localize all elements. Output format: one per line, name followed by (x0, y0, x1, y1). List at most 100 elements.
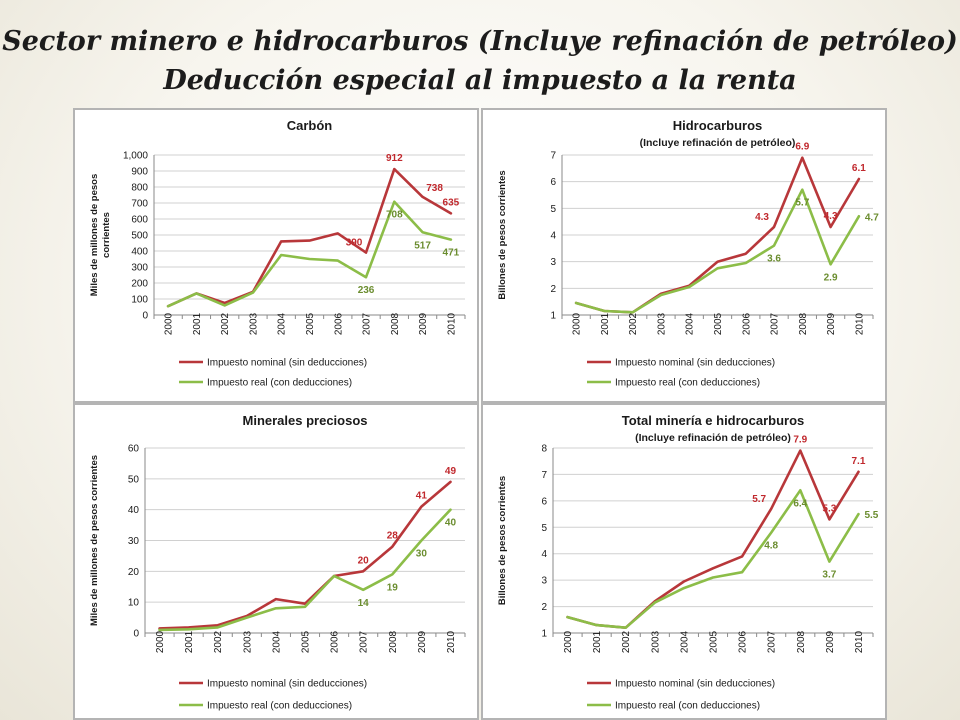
x-tick-label: 2003 (650, 630, 661, 653)
series-line-nominal (158, 480, 452, 630)
y-axis-label: Billones de pesos corrientes (497, 476, 508, 605)
chart-panel-minerales-preciosos: Minerales preciosos Miles de millones de … (73, 403, 479, 720)
y-axis-label: Billones de pesos corrientes (497, 170, 508, 299)
chart-panel-total: Total minería e hidrocarburos (Incluye re… (481, 403, 887, 720)
slide-title: Sector minero e hidrocarburos (Incluye r… (2, 26, 958, 57)
x-tick-label: 2000 (155, 630, 166, 653)
series-line-real (566, 489, 860, 629)
chart-panel-hidrocarburos: Hidrocarburos (Incluye refinación de petr… (481, 108, 887, 403)
x-tick-label: 2002 (220, 312, 231, 335)
data-label: 40 (445, 518, 457, 529)
x-tick-label: 2004 (271, 630, 282, 653)
y-tick-label: 700 (131, 199, 148, 210)
data-label: 4.3 (755, 212, 769, 223)
y-tick-label: 800 (131, 183, 148, 194)
data-label: 4.3 (824, 211, 838, 222)
x-tick-label: 2000 (164, 312, 175, 335)
x-tick-label: 2005 (713, 312, 724, 335)
x-tick-label: 2010 (446, 630, 457, 653)
y-tick-label: 200 (131, 279, 148, 290)
x-tick-label: 2000 (572, 312, 583, 335)
legend-label: Impuesto real (con deducciones) (615, 701, 760, 712)
data-label: 912 (386, 153, 403, 164)
chart-subtitle: (Incluye refinación de petróleo) (640, 137, 796, 149)
data-label: 4.8 (764, 541, 778, 552)
data-label: 30 (416, 549, 428, 560)
x-tick-label: 2006 (333, 312, 344, 335)
x-tick-label: 2004 (277, 312, 288, 335)
data-label: 5.7 (795, 198, 809, 209)
x-tick-label: 2008 (798, 312, 809, 335)
data-label: 2.9 (824, 272, 838, 283)
x-tick-label: 2000 (563, 630, 574, 653)
y-tick-label: 7 (541, 470, 547, 481)
y-tick-label: 10 (128, 598, 140, 609)
data-label: 19 (387, 582, 399, 593)
x-tick-label: 2008 (390, 312, 401, 335)
x-tick-label: 2009 (825, 630, 836, 653)
chart-panel-carbon: Carbón Miles de millones de pesos corrient… (73, 108, 479, 403)
data-label: 6.1 (852, 163, 866, 174)
y-tick-label: 5 (541, 523, 547, 534)
legend-label: Impuesto real (con deducciones) (207, 701, 352, 712)
x-tick-label: 2001 (592, 630, 603, 653)
y-tick-label: 60 (128, 444, 140, 455)
chart-precious-svg: Minerales preciosos Miles de millones de … (89, 413, 466, 712)
data-label: 5.7 (752, 494, 766, 505)
y-tick-label: 400 (131, 247, 148, 258)
x-tick-label: 2006 (738, 630, 749, 653)
y-tick-label: 100 (131, 295, 148, 306)
data-label: 708 (386, 210, 403, 221)
legend-label: Impuesto real (con deducciones) (615, 378, 760, 389)
series-line-real (166, 200, 453, 308)
legend-label: Impuesto nominal (sin deducciones) (615, 358, 775, 369)
x-tick-label: 2004 (685, 312, 696, 335)
legend-label: Impuesto real (con deducciones) (207, 378, 352, 389)
y-tick-label: 2 (541, 602, 547, 613)
x-tick-label: 2003 (248, 312, 259, 335)
chart-title: Hidrocarburos (673, 118, 763, 133)
chart-title: Total minería e hidrocarburos (622, 413, 805, 428)
x-tick-label: 2007 (767, 630, 778, 653)
y-tick-label: 30 (128, 536, 140, 547)
y-tick-label: 2 (550, 284, 556, 295)
y-axis-label: Miles de millones de pesos (89, 174, 100, 296)
x-tick-label: 2007 (770, 312, 781, 335)
legend-label: Impuesto nominal (sin deducciones) (207, 679, 367, 690)
x-tick-label: 2008 (388, 630, 399, 653)
y-tick-label: 6 (550, 177, 556, 188)
data-label: 14 (358, 598, 370, 609)
x-tick-label: 2005 (709, 630, 720, 653)
y-tick-label: 1 (541, 629, 547, 640)
y-tick-label: 0 (133, 629, 139, 640)
y-tick-label: 8 (541, 444, 547, 455)
x-tick-label: 2010 (854, 312, 865, 335)
data-label: 20 (358, 555, 370, 566)
x-tick-label: 2007 (362, 312, 373, 335)
data-label: 6.4 (793, 498, 807, 509)
data-label: 517 (414, 240, 431, 251)
data-label: 7.9 (793, 435, 807, 446)
x-tick-label: 2005 (305, 312, 316, 335)
chart-carbon-svg: Carbón Miles de millones de pesos corrient… (89, 118, 466, 389)
chart-total-svg: Total minería e hidrocarburos (Incluye re… (497, 413, 879, 712)
y-tick-label: 20 (128, 567, 140, 578)
legend-label: Impuesto nominal (sin deducciones) (615, 679, 775, 690)
x-tick-label: 2002 (628, 312, 639, 335)
y-tick-label: 500 (131, 231, 148, 242)
chart-subtitle: (Incluye refinación de petróleo) (635, 432, 791, 444)
x-tick-label: 2002 (213, 630, 224, 653)
chart-hydro-svg: Hidrocarburos (Incluye refinación de petr… (497, 118, 879, 389)
chart-title: Minerales preciosos (243, 413, 368, 428)
data-label: 3.7 (822, 570, 836, 581)
y-axis-label: Miles de millones de pesos corrientes (89, 455, 100, 626)
x-tick-label: 2001 (184, 630, 195, 653)
data-label: 390 (346, 238, 363, 249)
series-line-real (574, 188, 861, 314)
x-tick-label: 2009 (826, 312, 837, 335)
y-axis-label: corrientes (101, 212, 112, 258)
y-tick-label: 5 (550, 204, 556, 215)
x-tick-label: 2009 (417, 630, 428, 653)
data-label: 7.1 (852, 456, 866, 467)
x-tick-label: 2005 (301, 630, 312, 653)
